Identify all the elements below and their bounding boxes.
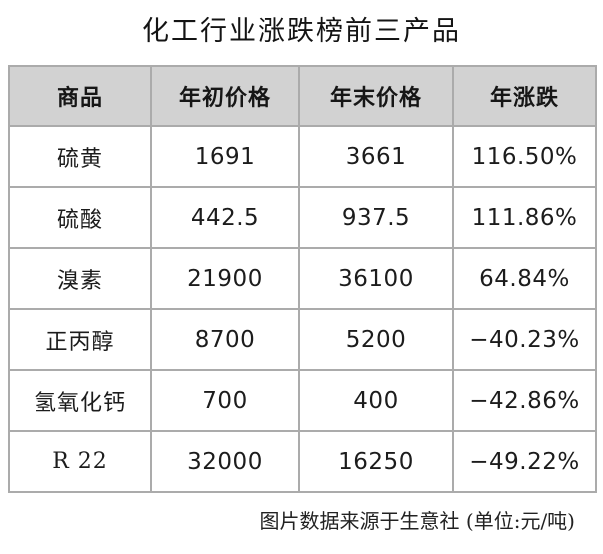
- source-note: 图片数据来源于生意社 (单位:元/吨): [259, 509, 575, 533]
- cell-change: −49.22%: [452, 430, 597, 493]
- col-header-product: 商品: [8, 65, 152, 127]
- table-row: 溴素 21900 36100 64.84%: [8, 247, 597, 310]
- cell-start-price: 442.5: [150, 186, 300, 249]
- cell-end-price: 16250: [298, 430, 454, 493]
- table-row: 正丙醇 8700 5200 −40.23%: [8, 308, 597, 371]
- page-title: 化工行业涨跌榜前三产品: [142, 16, 461, 47]
- cell-end-price: 5200: [298, 308, 454, 371]
- cell-product: 氢氧化钙: [8, 369, 152, 432]
- table-row: 氢氧化钙 700 400 −42.86%: [8, 369, 597, 432]
- cell-product: 溴素: [8, 247, 152, 310]
- price-change-table: 商品 年初价格 年末价格 年涨跌 硫黄 1691 3661 116.50% 硫酸…: [8, 65, 597, 493]
- table-header-row: 商品 年初价格 年末价格 年涨跌: [8, 65, 597, 127]
- cell-change: 111.86%: [452, 186, 597, 249]
- cell-product: 硫酸: [8, 186, 152, 249]
- cell-product: 硫黄: [8, 125, 152, 188]
- cell-start-price: 21900: [150, 247, 300, 310]
- cell-product: R 22: [8, 430, 152, 493]
- col-header-start-price: 年初价格: [150, 65, 300, 127]
- cell-end-price: 3661: [298, 125, 454, 188]
- table-row: R 22 32000 16250 −49.22%: [8, 430, 597, 493]
- cell-change: 64.84%: [452, 247, 597, 310]
- cell-product: 正丙醇: [8, 308, 152, 371]
- cell-start-price: 1691: [150, 125, 300, 188]
- cell-start-price: 700: [150, 369, 300, 432]
- col-header-change: 年涨跌: [452, 65, 597, 127]
- cell-end-price: 400: [298, 369, 454, 432]
- col-header-end-price: 年末价格: [298, 65, 454, 127]
- cell-end-price: 937.5: [298, 186, 454, 249]
- cell-end-price: 36100: [298, 247, 454, 310]
- table-row: 硫黄 1691 3661 116.50%: [8, 125, 597, 188]
- cell-change: −42.86%: [452, 369, 597, 432]
- cell-start-price: 32000: [150, 430, 300, 493]
- cell-change: 116.50%: [452, 125, 597, 188]
- cell-change: −40.23%: [452, 308, 597, 371]
- table-row: 硫酸 442.5 937.5 111.86%: [8, 186, 597, 249]
- cell-start-price: 8700: [150, 308, 300, 371]
